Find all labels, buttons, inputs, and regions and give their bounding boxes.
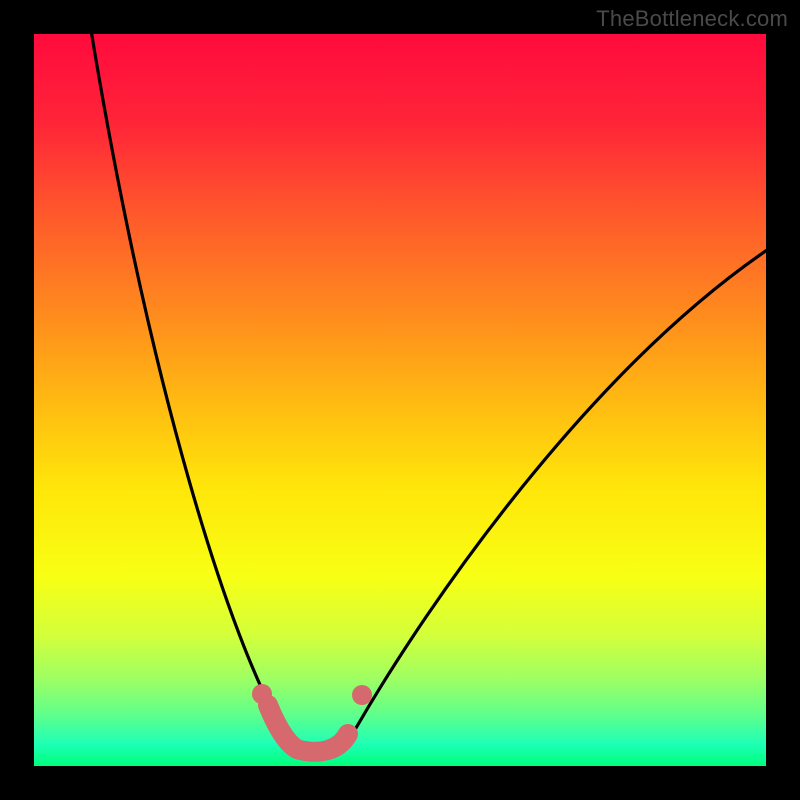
watermark-text: TheBottleneck.com — [596, 6, 788, 32]
bottleneck-chart — [0, 0, 800, 800]
